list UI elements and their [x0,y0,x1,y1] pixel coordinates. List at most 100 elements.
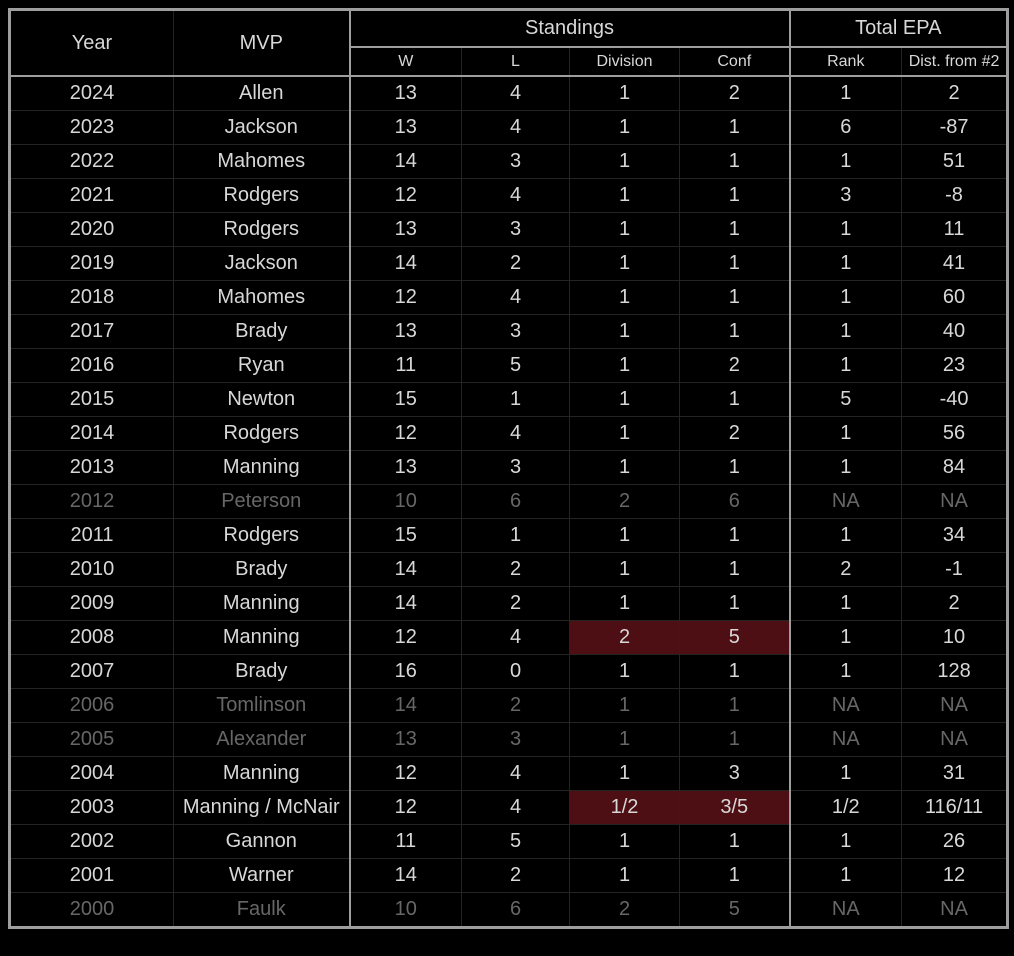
cell-conf: 1 [678,144,791,179]
table-row-2018: 2018 Mahomes 12 4 1 1 1 60 [9,280,1009,315]
table-figure: Year MVP Standings Total EPA W L Division C… [8,8,1010,929]
cell-division: 1 [569,75,680,111]
cell-conf: 3 [678,756,791,791]
cell-conf: 1 [678,824,791,859]
sub-header-dist-from-2: Dist. from #2 [901,46,1009,77]
cell-epa-rank: 1 [788,518,903,553]
cell-conf: 1 [678,722,791,757]
cell-division: 1 [569,348,680,383]
cell-wins: 13 [348,314,462,349]
cell-epa-rank: NA [788,892,903,928]
cell-epa-dist: -8 [901,178,1009,213]
group-header-total-epa: Total EPA [788,9,1009,48]
cell-epa-dist: 128 [901,654,1009,689]
cell-year: 2012 [9,484,174,519]
table-row-2022: 2022 Mahomes 14 3 1 1 1 51 [9,144,1009,179]
cell-division: 1 [569,246,680,281]
cell-year: 2013 [9,450,174,485]
cell-conf: 1 [678,552,791,587]
cell-division: 2 [569,892,680,928]
cell-conf: 1 [678,280,791,315]
cell-epa-rank: 1/2 [788,790,903,825]
cell-division: 1 [569,382,680,417]
cell-wins: 15 [348,518,462,553]
cell-epa-rank: 2 [788,552,903,587]
cell-year: 2017 [9,314,174,349]
cell-wins: 13 [348,212,462,247]
cell-year: 2004 [9,756,174,791]
cell-wins: 14 [348,688,462,723]
cell-conf: 1 [678,110,791,145]
cell-wins: 13 [348,722,462,757]
group-header-row: Year MVP Standings Total EPA [9,9,1009,77]
cell-epa-dist: 10 [901,620,1009,655]
table-row-2021: 2021 Rodgers 12 4 1 1 3 -8 [9,178,1009,213]
sub-header-l: L [461,46,570,77]
table-row-2015: 2015 Newton 15 1 1 1 5 -40 [9,382,1009,417]
sub-header-division: Division [569,46,680,77]
cell-year: 2000 [9,892,174,928]
cell-losses: 4 [461,756,570,791]
cell-year: 2019 [9,246,174,281]
cell-division: 1 [569,416,680,451]
cell-losses: 2 [461,586,570,621]
cell-losses: 2 [461,246,570,281]
sub-header-row: W L Division Conf Rank Dist. from #2 [10,46,1009,77]
cell-year: 2022 [9,144,174,179]
cell-epa-dist: 23 [901,348,1009,383]
cell-year: 2006 [9,688,174,723]
table-row-2013: 2013 Manning 13 3 1 1 1 84 [9,450,1009,485]
cell-epa-rank: 1 [788,756,903,791]
cell-year: 2008 [9,620,174,655]
cell-wins: 14 [348,586,462,621]
table-row-2009: 2009 Manning 14 2 1 1 1 2 [9,586,1009,621]
cell-epa-dist: NA [901,484,1009,519]
table-row-2014: 2014 Rodgers 12 4 1 2 1 56 [9,416,1009,451]
cell-losses: 4 [461,75,570,111]
cell-epa-rank: 1 [788,314,903,349]
cell-division: 1 [569,824,680,859]
cell-epa-dist: 2 [901,75,1009,111]
cell-mvp: Jackson [173,110,350,145]
cell-epa-rank: 1 [788,620,903,655]
cell-conf: 6 [678,484,791,519]
table-row-2010: 2010 Brady 14 2 1 1 2 -1 [9,552,1009,587]
table-row-2017: 2017 Brady 13 3 1 1 1 40 [9,314,1009,349]
cell-division: 1 [569,756,680,791]
cell-mvp: Peterson [173,484,350,519]
cell-mvp: Manning [173,450,350,485]
cell-conf: 1 [678,858,791,893]
cell-epa-dist: NA [901,722,1009,757]
cell-wins: 14 [348,552,462,587]
cell-epa-rank: 1 [788,348,903,383]
cell-losses: 4 [461,178,570,213]
cell-epa-rank: 1 [788,212,903,247]
cell-losses: 2 [461,858,570,893]
cell-wins: 13 [348,110,462,145]
table-row-2016: 2016 Ryan 11 5 1 2 1 23 [9,348,1009,383]
table-body: 2024 Allen 13 4 1 2 1 2 2023 Jackson 13 4 1 1 6 -87 2022… [9,75,1009,928]
cell-division: 1/2 [569,790,680,825]
cell-epa-dist: -40 [901,382,1009,417]
cell-losses: 3 [461,144,570,179]
col-header-mvp: MVP [173,9,350,77]
cell-division: 2 [569,620,680,655]
cell-epa-rank: 1 [788,246,903,281]
cell-division: 1 [569,280,680,315]
cell-epa-rank: 1 [788,858,903,893]
cell-division: 1 [569,586,680,621]
cell-wins: 11 [348,824,462,859]
cell-division: 1 [569,654,680,689]
cell-epa-rank: NA [788,688,903,723]
table-row-2006: 2006 Tomlinson 14 2 1 1 NA NA [9,688,1009,723]
cell-division: 1 [569,110,680,145]
cell-losses: 5 [461,348,570,383]
table-row-2012: 2012 Peterson 10 6 2 6 NA NA [9,484,1009,519]
cell-losses: 2 [461,688,570,723]
cell-year: 2020 [9,212,174,247]
cell-wins: 12 [348,790,462,825]
cell-epa-dist: -1 [901,552,1009,587]
cell-wins: 12 [348,756,462,791]
cell-year: 2010 [9,552,174,587]
sub-header-conf: Conf [678,46,791,77]
